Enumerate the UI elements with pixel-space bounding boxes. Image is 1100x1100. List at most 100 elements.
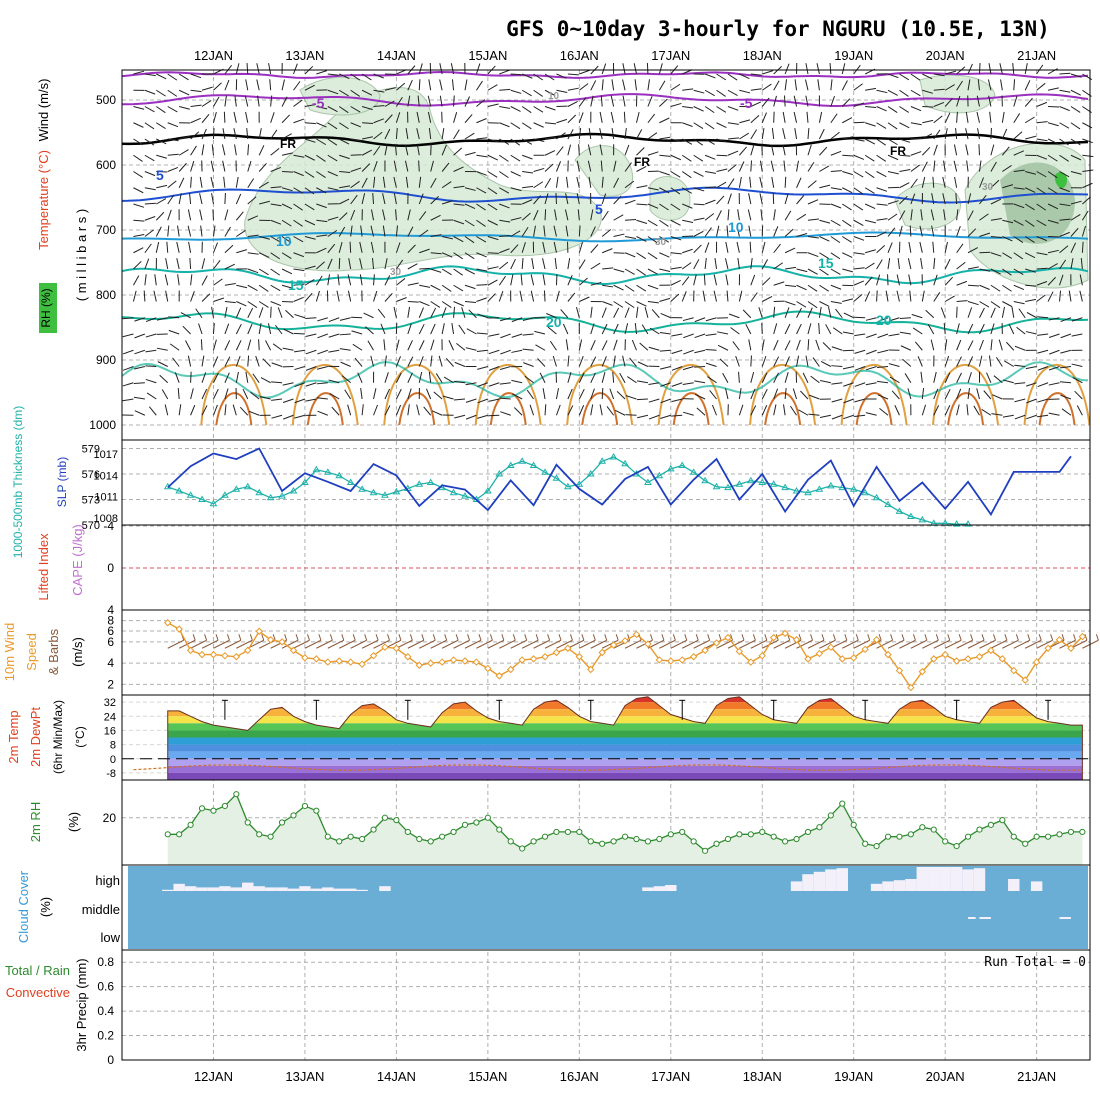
wind-barb-upper	[133, 106, 145, 110]
wind-barb-upper	[716, 89, 726, 97]
wind-barb-upper	[704, 89, 715, 97]
wind10-barb	[887, 639, 905, 649]
wind10-barb-tick	[1050, 634, 1054, 641]
wind10-barb	[476, 639, 493, 649]
wind-barb-upper	[967, 266, 979, 270]
wind-barb-upper	[176, 258, 180, 270]
wind-barb-upper	[1081, 225, 1087, 237]
wind-barb-upper	[910, 209, 913, 221]
wind-barb-upper	[316, 106, 328, 110]
wind-barb-upper	[796, 213, 807, 221]
wind-barb-upper	[294, 313, 306, 319]
wind-barb-upper	[956, 356, 962, 367]
wind10-barb	[681, 639, 699, 649]
rh-point	[587, 838, 594, 845]
wind-barb-upper	[423, 406, 432, 416]
wind-barb-upper	[407, 372, 413, 383]
date-label-top: 13JAN	[285, 48, 324, 63]
wind-barb-upper	[792, 388, 798, 400]
wind-barb-upper	[800, 390, 809, 400]
wind-barb-upper	[659, 236, 670, 243]
wind-barb-upper	[876, 106, 887, 112]
wind-barb-upper	[1070, 73, 1082, 78]
wind-barb-upper	[784, 210, 792, 221]
wind-barb-upper	[464, 268, 476, 275]
thickness-point	[678, 461, 687, 468]
wind10-barb	[544, 639, 562, 649]
wind-barb-upper	[910, 89, 921, 97]
wind-barb-upper	[887, 171, 899, 175]
wind-barb-upper	[461, 307, 466, 318]
wind-barb-upper	[725, 241, 729, 253]
wind-barb-upper	[224, 340, 231, 351]
wind-speed-point	[724, 633, 732, 642]
wind-barb-upper	[727, 122, 739, 125]
wind-barb-upper	[727, 73, 738, 81]
wind-barb-upper	[167, 106, 178, 113]
thickness-point	[221, 491, 229, 498]
thickness-point	[266, 493, 275, 501]
thickness-point	[552, 474, 561, 481]
wind-barb-upper	[967, 79, 971, 91]
thickness-point	[506, 461, 515, 468]
wind-barb-upper	[1013, 131, 1023, 140]
wind-barb-upper	[499, 203, 510, 209]
wind-barb-upper	[304, 203, 315, 211]
wind-barb-upper	[707, 376, 717, 384]
wind-barb-upper	[590, 226, 596, 237]
wind-barb-upper	[201, 405, 208, 416]
wind-barb-upper	[418, 63, 423, 75]
wind-barb-upper	[716, 181, 727, 189]
wind-barb-upper	[453, 306, 456, 318]
wind-barb-upper	[944, 112, 951, 123]
wind-barb-upper	[269, 79, 272, 91]
wind-ytick: 2	[107, 677, 114, 691]
wind-barb-upper	[224, 301, 236, 304]
wind-barb-upper	[647, 113, 656, 124]
wind-barb-upper	[510, 138, 521, 146]
precip-ylabel-a: Total / Rain	[5, 963, 70, 978]
wind-barb-upper	[190, 104, 202, 107]
wind-barb-upper	[270, 252, 281, 260]
wind-barb-upper	[359, 274, 363, 286]
wind-barb-upper	[717, 331, 729, 335]
wind-barb-upper	[1036, 236, 1048, 242]
wind10-barb-tick	[935, 634, 939, 641]
rh-point	[644, 838, 652, 845]
wind10-barb-tick	[993, 634, 996, 641]
wind-barb-upper	[956, 339, 962, 351]
wind-barb-upper	[428, 128, 432, 140]
wind-barb-upper	[647, 96, 653, 107]
wind-barb-upper	[967, 340, 974, 351]
wind-barb-upper	[842, 171, 853, 176]
wind-barb-upper	[350, 180, 360, 189]
wind-barb-upper	[773, 226, 779, 237]
wind-barb-upper	[430, 268, 442, 273]
wind-barb-upper	[659, 366, 671, 370]
wind-barb-upper	[796, 233, 808, 237]
wind-barb-upper	[488, 398, 500, 402]
wind-barb-upper	[304, 122, 316, 125]
wind-barb-upper	[441, 323, 445, 335]
wind-barb-upper	[578, 372, 585, 383]
rh-point	[221, 802, 228, 810]
wind10-barb	[670, 639, 688, 649]
wind-barb-upper	[636, 185, 648, 189]
wind-speed-point	[1010, 666, 1018, 675]
rh-point	[793, 835, 800, 843]
wind-barb-upper	[555, 404, 561, 416]
wind-barb-upper	[876, 218, 888, 221]
wind-barb-upper	[609, 388, 615, 400]
wind-barb-upper	[713, 290, 718, 302]
wind-barb-upper	[785, 284, 797, 287]
wind-barb-upper	[717, 344, 729, 351]
wind-barb-upper	[660, 414, 671, 420]
wind-barb-upper	[464, 187, 476, 191]
wind-barb-upper	[738, 371, 740, 383]
temp-band	[167, 772, 1083, 780]
wind-barb-upper	[247, 252, 259, 255]
wind-barb-upper	[750, 355, 752, 367]
wind-speed-point	[792, 636, 801, 644]
wind-barb-upper	[648, 346, 660, 351]
wind-barb-upper	[648, 398, 660, 403]
